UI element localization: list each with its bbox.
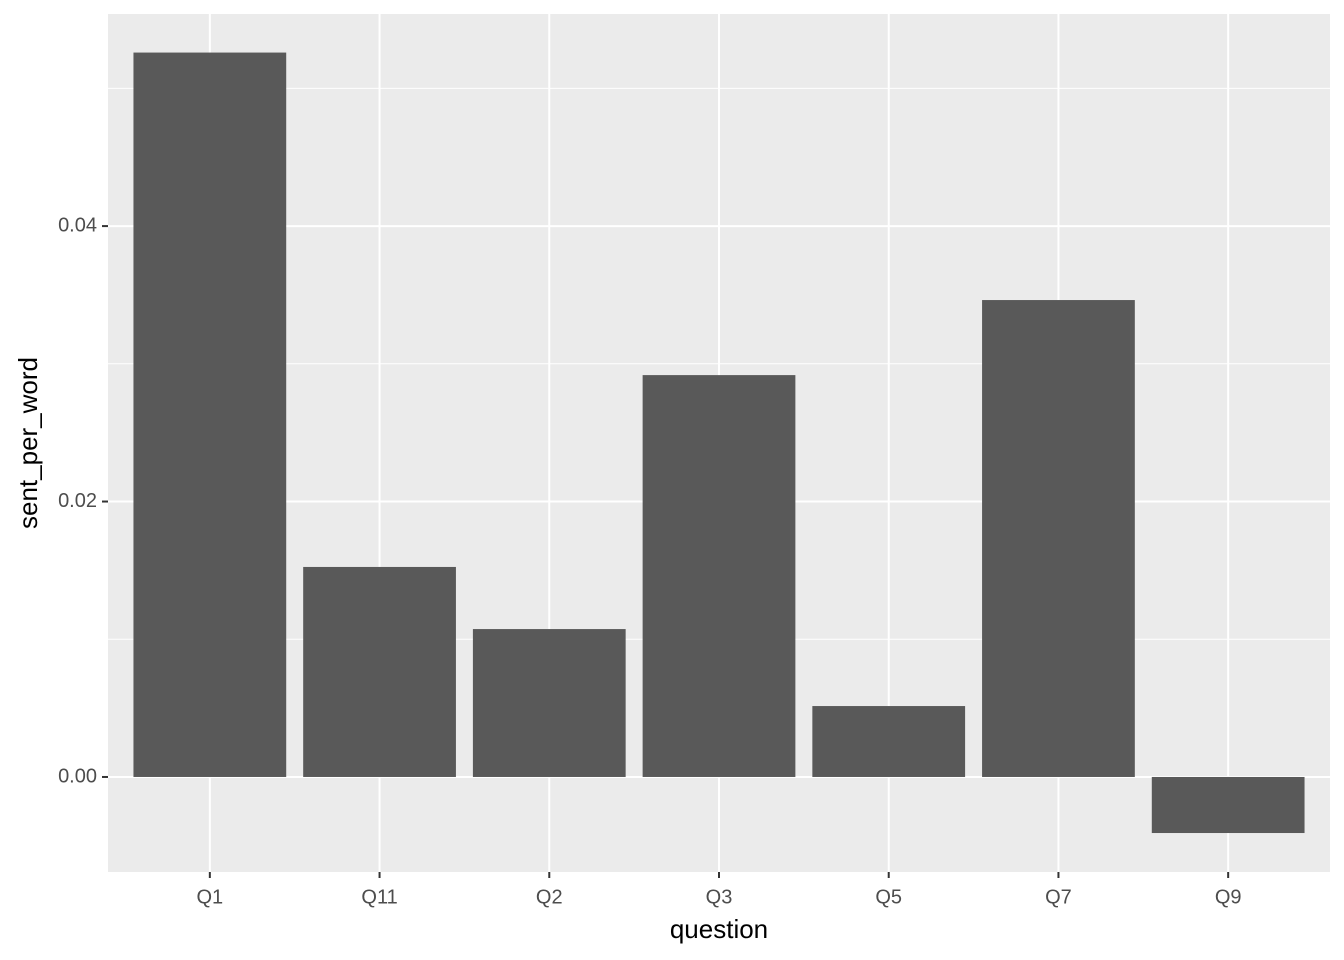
bar [982,300,1135,777]
bar [642,375,796,777]
bar [1151,776,1305,834]
x-tick-label: Q3 [706,886,733,908]
x-tick-label: Q11 [361,886,397,908]
y-tick-label: 0.04 [58,214,97,236]
x-axis-title: question [670,914,768,944]
y-tick-label: 0.00 [58,765,97,787]
bar [812,706,966,777]
x-tick-label: Q2 [536,886,563,908]
x-tick-label: Q5 [875,886,902,908]
bar [303,566,456,777]
y-tick-label: 0.02 [58,490,97,512]
bar [133,52,287,777]
x-tick-label: Q7 [1045,886,1072,908]
x-tick-label: Q9 [1215,886,1242,908]
x-tick-label: Q1 [196,886,223,908]
bar [472,629,626,777]
y-axis-title: sent_per_word [13,357,43,529]
